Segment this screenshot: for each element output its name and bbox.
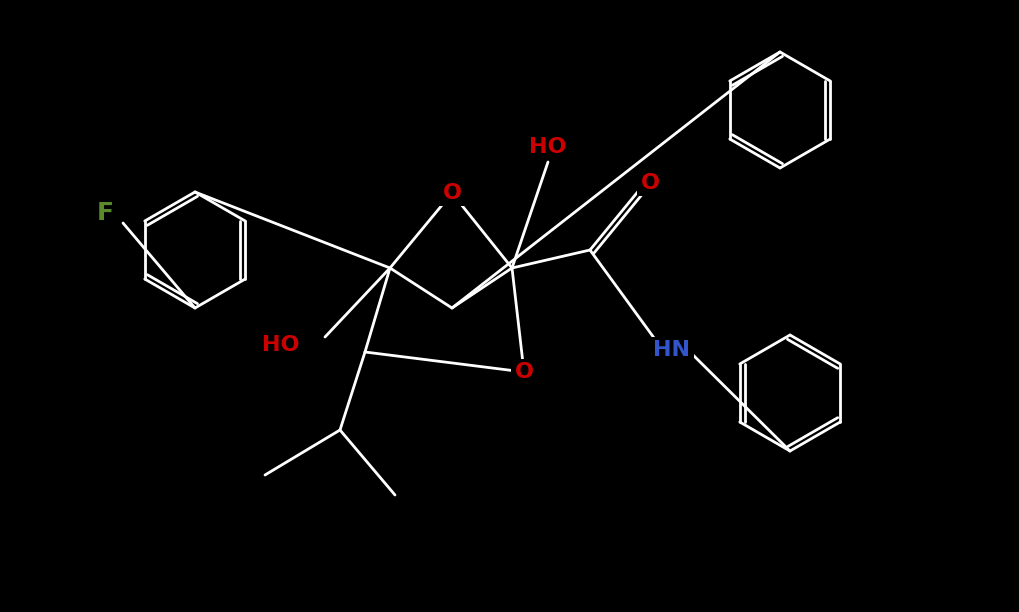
Text: F: F	[97, 201, 113, 225]
Text: HN: HN	[653, 340, 690, 360]
Text: HO: HO	[529, 137, 567, 157]
Text: HO: HO	[262, 335, 300, 355]
Text: O: O	[514, 362, 533, 382]
Text: O: O	[640, 173, 659, 193]
Text: O: O	[442, 183, 461, 203]
